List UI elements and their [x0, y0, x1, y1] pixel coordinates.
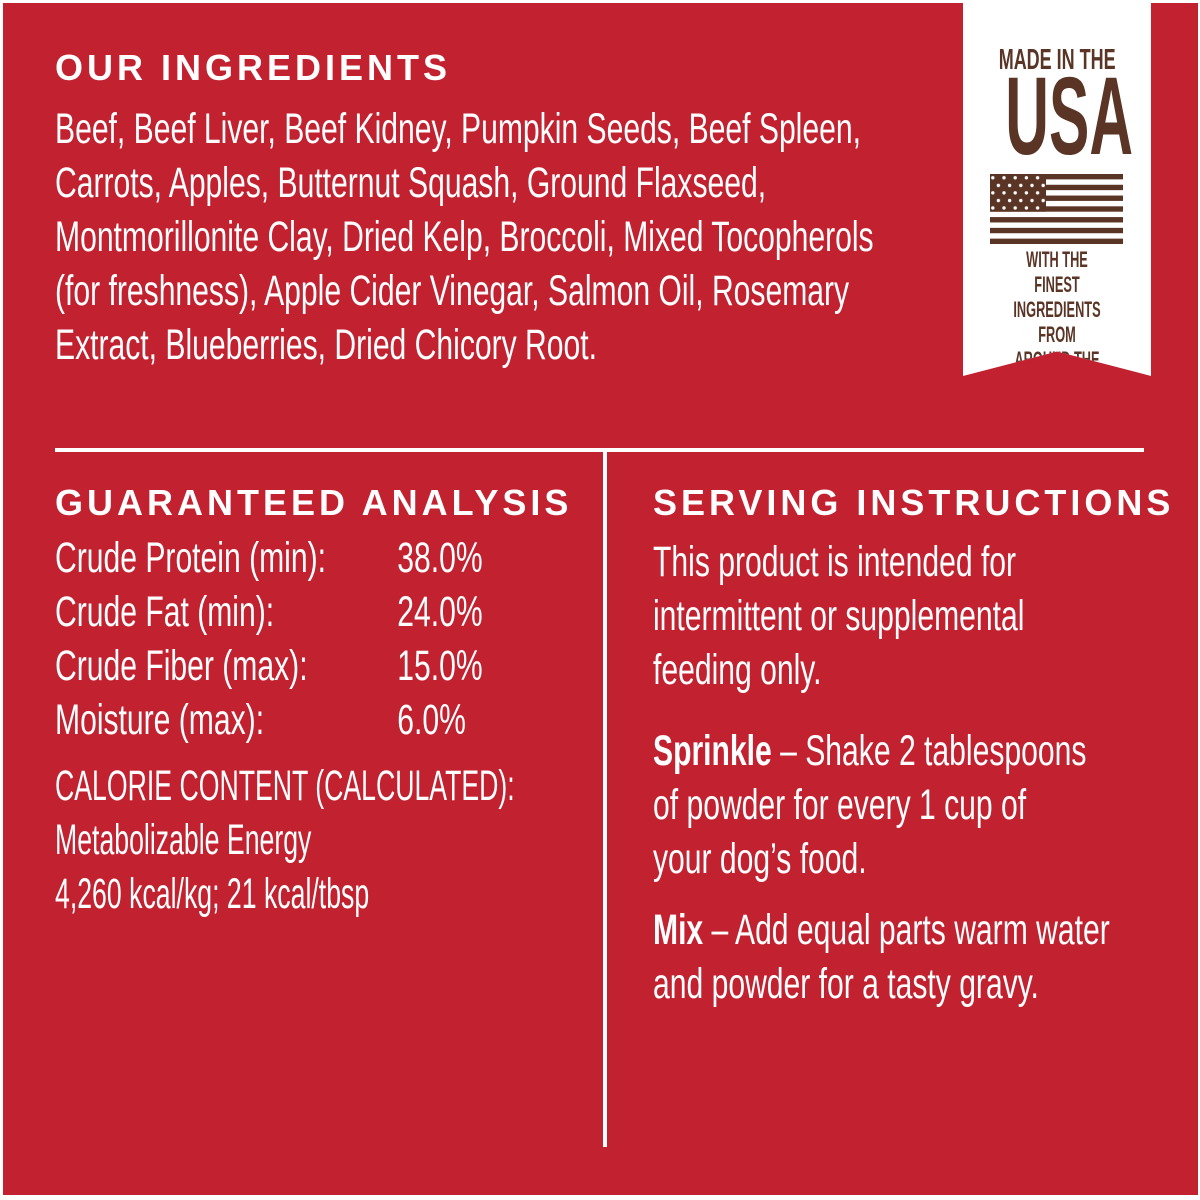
- ribbon-made-in-the-text: MADE IN THE: [998, 44, 1116, 76]
- ribbon-usa-text: USA: [1005, 55, 1134, 178]
- method-name: Sprinkle: [653, 727, 772, 775]
- calorie-content-text: CALORIE CONTENT (CALCULATED): Metaboliza…: [55, 762, 515, 918]
- analysis-value: 38.0%: [397, 534, 483, 582]
- analysis-label: Crude Fat (min):: [55, 588, 275, 636]
- analysis-label: Crude Fiber (max):: [55, 642, 308, 690]
- section-divider-horizontal: [55, 448, 1144, 452]
- serving-method-mix: Mix – Add equal parts warm water and pow…: [653, 903, 1200, 1011]
- ingredients-heading: OUR INGREDIENTS: [55, 47, 452, 88]
- analysis-value: 24.0%: [397, 588, 483, 636]
- method-description: – Add equal parts warm water and powder …: [653, 906, 1110, 1008]
- guaranteed-analysis-heading: GUARANTEED ANALYSIS: [55, 482, 573, 523]
- analysis-label: Crude Protein (min):: [55, 534, 326, 582]
- section-divider-vertical: [603, 448, 607, 1147]
- analysis-table: Crude Protein (min): 38.0% Crude Fat (mi…: [55, 531, 685, 747]
- serving-method-sprinkle: Sprinkle – Shake 2 tablespoons of powder…: [653, 724, 1200, 886]
- analysis-label: Moisture (max):: [55, 696, 265, 744]
- analysis-row: Crude Fat (min): 24.0%: [55, 585, 685, 639]
- method-description: – Shake 2 tablespoons of powder for ever…: [653, 727, 1087, 883]
- usa-flag-icon: [990, 174, 1123, 244]
- made-in-usa-ribbon: MADE IN THE USA WITH THE FINEST ING: [963, 0, 1151, 376]
- serving-intro-text: This product is intended for intermitten…: [653, 538, 1025, 694]
- analysis-row: Moisture (max): 6.0%: [55, 693, 685, 747]
- serving-instructions-heading: SERVING INSTRUCTIONS: [653, 482, 1175, 523]
- method-name: Mix: [653, 906, 704, 954]
- analysis-value: 15.0%: [397, 642, 483, 690]
- analysis-value: 6.0%: [397, 696, 466, 744]
- analysis-row: Crude Protein (min): 38.0%: [55, 531, 685, 585]
- analysis-row: Crude Fiber (max): 15.0%: [55, 639, 685, 693]
- ingredients-text: Beef, Beef Liver, Beef Kidney, Pumpkin S…: [55, 105, 874, 369]
